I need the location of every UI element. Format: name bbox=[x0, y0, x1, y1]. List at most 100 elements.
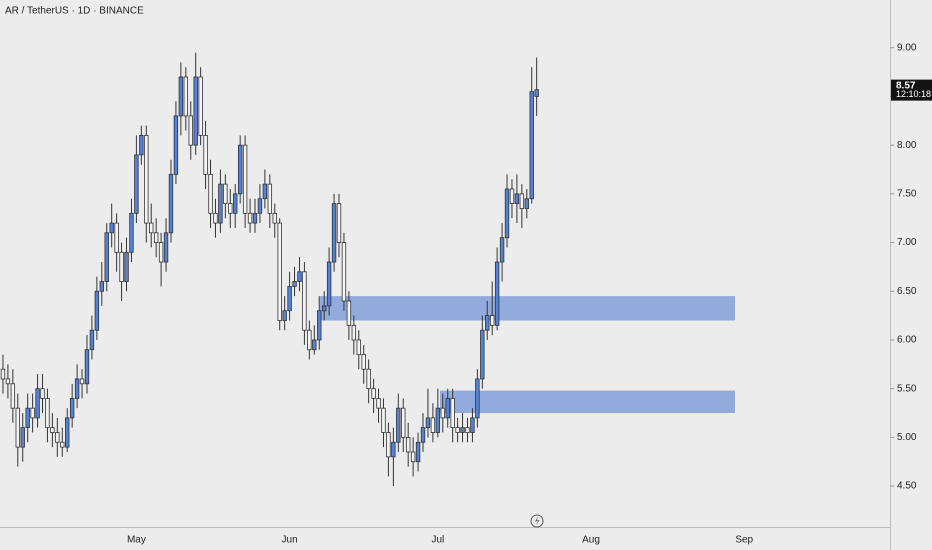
candle-body bbox=[499, 237, 505, 263]
candle-body bbox=[99, 281, 105, 292]
candle-body bbox=[153, 232, 159, 243]
candle-body bbox=[242, 144, 248, 214]
candle-body bbox=[504, 188, 510, 239]
candle-body bbox=[292, 281, 297, 287]
candle-body bbox=[425, 417, 431, 429]
candle-body bbox=[149, 222, 154, 234]
candle-body bbox=[287, 285, 292, 312]
candle-body bbox=[163, 232, 169, 263]
candle-body bbox=[114, 222, 119, 253]
candle-body bbox=[430, 417, 436, 433]
candle-body bbox=[440, 407, 445, 419]
candle-body bbox=[475, 378, 480, 419]
candle-body bbox=[168, 173, 174, 234]
candle-body bbox=[277, 222, 282, 321]
candle-body bbox=[331, 203, 337, 263]
candle-body bbox=[55, 432, 60, 443]
candle-body bbox=[262, 183, 268, 200]
candle-body bbox=[203, 135, 208, 175]
candle-body bbox=[460, 427, 465, 433]
candle-body bbox=[450, 398, 455, 429]
candle-body bbox=[524, 198, 529, 209]
candle-body bbox=[366, 368, 371, 390]
candle-body bbox=[267, 183, 273, 214]
candle-body bbox=[435, 407, 441, 433]
candle-body bbox=[317, 310, 322, 341]
candle-body bbox=[494, 261, 500, 326]
candle-body bbox=[94, 290, 100, 331]
candle-body bbox=[25, 407, 30, 429]
candle-body bbox=[396, 407, 401, 443]
x-tick-label: May bbox=[127, 535, 146, 546]
candle-body bbox=[307, 329, 312, 351]
candle-body bbox=[124, 251, 129, 282]
x-tick-label: Aug bbox=[582, 535, 600, 546]
candle-body bbox=[470, 417, 475, 433]
candle-body bbox=[514, 193, 520, 204]
candle-body bbox=[257, 198, 263, 214]
candle-body bbox=[519, 193, 525, 209]
candle-body bbox=[79, 378, 85, 385]
candle-body bbox=[401, 407, 406, 438]
candle-body bbox=[485, 315, 490, 331]
candle-body bbox=[341, 242, 347, 302]
candle-body bbox=[391, 441, 396, 458]
candle-body bbox=[445, 398, 450, 419]
candle-body bbox=[509, 188, 515, 204]
candle-body bbox=[50, 427, 55, 433]
candle-body bbox=[84, 349, 90, 385]
candle-body bbox=[74, 378, 80, 399]
candle-body bbox=[297, 271, 302, 282]
candle-body bbox=[410, 451, 416, 463]
candle-body bbox=[376, 398, 381, 409]
candle-body bbox=[0, 368, 6, 380]
y-tick-label: 4.50 bbox=[897, 481, 917, 492]
candle-body bbox=[302, 271, 307, 331]
candle-body bbox=[144, 135, 149, 224]
candle-body bbox=[213, 212, 218, 224]
y-tick-label: 5.00 bbox=[897, 432, 917, 443]
candle-body bbox=[60, 441, 65, 448]
candle-body bbox=[178, 76, 184, 117]
replay-icon[interactable] bbox=[530, 514, 544, 528]
y-tick-label: 9.00 bbox=[897, 42, 917, 53]
chart-title: AR / TetherUS · 1D · BINANCE bbox=[5, 6, 144, 17]
candle-body bbox=[45, 398, 50, 429]
candle-body bbox=[386, 432, 391, 458]
candle-body bbox=[228, 203, 233, 214]
candle-body bbox=[247, 212, 253, 224]
candle-body bbox=[272, 212, 277, 224]
candle-body bbox=[336, 203, 342, 243]
candle-body bbox=[237, 144, 243, 195]
candle-body bbox=[193, 76, 198, 146]
candle-body bbox=[321, 305, 327, 312]
candle-body bbox=[134, 154, 139, 214]
candle-body bbox=[480, 329, 485, 380]
candle-body bbox=[465, 427, 470, 433]
candle-body bbox=[351, 324, 357, 341]
candle-body bbox=[489, 315, 495, 326]
candle-body bbox=[129, 212, 134, 253]
candle-body bbox=[361, 354, 366, 370]
candle-body bbox=[109, 222, 114, 234]
candle-body bbox=[415, 441, 421, 463]
candle-body bbox=[218, 183, 223, 224]
zone bbox=[320, 296, 735, 321]
candle-body bbox=[15, 407, 20, 448]
candle-body bbox=[534, 89, 539, 97]
y-tick-label: 7.50 bbox=[897, 188, 917, 199]
last-price-box bbox=[891, 79, 932, 101]
candle-body bbox=[346, 300, 352, 326]
zone bbox=[440, 390, 735, 414]
candle-body bbox=[10, 383, 16, 409]
candle-body bbox=[371, 388, 376, 399]
candle-body bbox=[89, 329, 95, 351]
candle-body bbox=[356, 339, 361, 355]
candle-body bbox=[30, 407, 35, 419]
candle-body bbox=[35, 388, 40, 419]
candle-body bbox=[119, 251, 124, 282]
candle-body bbox=[173, 115, 179, 175]
